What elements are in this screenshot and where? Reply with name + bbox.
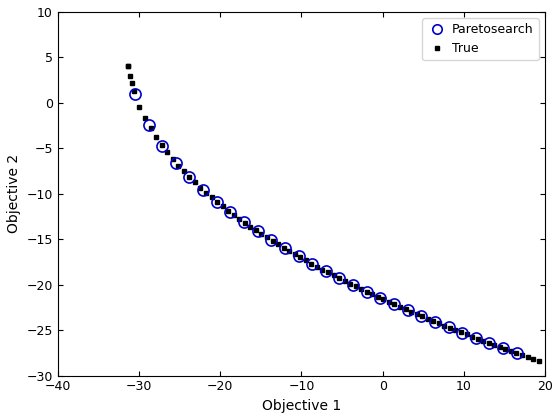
Paretosearch: [241, 220, 248, 225]
Paretosearch: [391, 302, 398, 307]
True: [535, 359, 542, 364]
Paretosearch: [309, 262, 315, 267]
Paretosearch: [336, 276, 343, 281]
Paretosearch: [132, 92, 138, 97]
Paretosearch: [295, 254, 302, 259]
True: [125, 63, 132, 68]
Paretosearch: [323, 269, 329, 274]
Paretosearch: [172, 160, 179, 165]
Paretosearch: [268, 238, 274, 243]
Y-axis label: Objective 2: Objective 2: [7, 154, 21, 234]
Paretosearch: [459, 330, 465, 335]
Paretosearch: [486, 341, 493, 346]
Paretosearch: [282, 246, 288, 251]
Paretosearch: [377, 296, 384, 301]
True: [291, 252, 298, 257]
Paretosearch: [159, 143, 166, 148]
X-axis label: Objective 1: Objective 1: [262, 399, 341, 413]
Line: Paretosearch: Paretosearch: [129, 89, 522, 359]
Paretosearch: [145, 122, 152, 127]
True: [180, 169, 187, 174]
True: [325, 270, 332, 275]
True: [247, 224, 254, 229]
Paretosearch: [445, 325, 452, 330]
Paretosearch: [254, 229, 261, 234]
True: [413, 312, 420, 317]
Paretosearch: [186, 175, 193, 180]
Paretosearch: [363, 289, 370, 294]
Paretosearch: [500, 346, 506, 351]
Paretosearch: [349, 283, 356, 288]
Paretosearch: [227, 210, 234, 215]
Legend: Paretosearch, True: Paretosearch, True: [422, 18, 539, 60]
Paretosearch: [432, 319, 438, 324]
Paretosearch: [200, 187, 207, 192]
Paretosearch: [404, 308, 411, 313]
Paretosearch: [418, 313, 424, 318]
Paretosearch: [213, 199, 220, 204]
Paretosearch: [473, 336, 479, 341]
True: [136, 104, 143, 109]
Line: True: True: [127, 64, 541, 363]
Paretosearch: [514, 351, 520, 356]
